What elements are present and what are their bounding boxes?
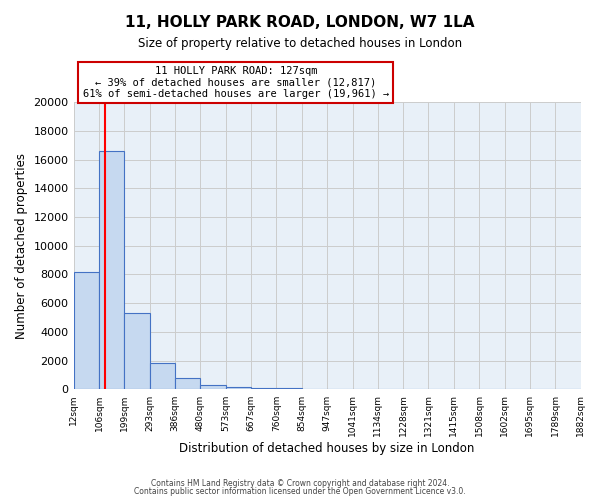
- Bar: [74, 272, 99, 390]
- Bar: [200, 385, 226, 390]
- Bar: [251, 388, 277, 390]
- Bar: [175, 378, 200, 390]
- Text: 11, HOLLY PARK ROAD, LONDON, W7 1LA: 11, HOLLY PARK ROAD, LONDON, W7 1LA: [125, 15, 475, 30]
- Text: 11 HOLLY PARK ROAD: 127sqm
← 39% of detached houses are smaller (12,817)
61% of : 11 HOLLY PARK ROAD: 127sqm ← 39% of deta…: [83, 66, 389, 99]
- Bar: [277, 388, 302, 390]
- Bar: [99, 151, 124, 390]
- Y-axis label: Number of detached properties: Number of detached properties: [15, 153, 28, 339]
- X-axis label: Distribution of detached houses by size in London: Distribution of detached houses by size …: [179, 442, 475, 455]
- Bar: [226, 386, 251, 390]
- Text: Contains HM Land Registry data © Crown copyright and database right 2024.: Contains HM Land Registry data © Crown c…: [151, 478, 449, 488]
- Bar: [150, 363, 175, 390]
- Text: Size of property relative to detached houses in London: Size of property relative to detached ho…: [138, 38, 462, 51]
- Bar: [124, 314, 150, 390]
- Text: Contains public sector information licensed under the Open Government Licence v3: Contains public sector information licen…: [134, 487, 466, 496]
